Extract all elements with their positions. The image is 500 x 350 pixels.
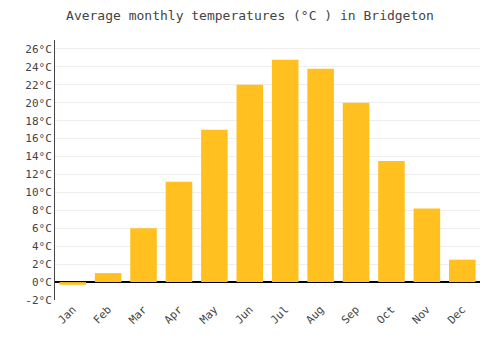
- svg-text:16°C: 16°C: [25, 132, 52, 145]
- svg-text:22°C: 22°C: [25, 79, 52, 92]
- svg-text:Nov: Nov: [410, 303, 434, 327]
- svg-text:26°C: 26°C: [25, 43, 52, 56]
- svg-text:2°C: 2°C: [32, 258, 52, 271]
- svg-text:10°C: 10°C: [25, 186, 52, 199]
- svg-text:Apr: Apr: [162, 303, 186, 327]
- svg-text:12°C: 12°C: [25, 168, 52, 181]
- svg-text:-2°C: -2°C: [25, 294, 52, 307]
- svg-text:6°C: 6°C: [32, 222, 52, 235]
- svg-text:Feb: Feb: [91, 303, 114, 326]
- svg-text:Jul: Jul: [268, 303, 291, 326]
- svg-text:Average monthly temperatures (: Average monthly temperatures (°C ) in Br…: [66, 8, 434, 23]
- svg-text:Jan: Jan: [55, 303, 78, 326]
- svg-text:18°C: 18°C: [25, 115, 52, 128]
- svg-text:Mar: Mar: [126, 303, 150, 327]
- svg-text:20°C: 20°C: [25, 97, 52, 110]
- svg-text:24°C: 24°C: [25, 61, 52, 74]
- svg-text:Jun: Jun: [233, 303, 256, 326]
- svg-text:May: May: [197, 303, 221, 327]
- svg-text:Oct: Oct: [374, 303, 397, 326]
- svg-text:8°C: 8°C: [32, 204, 52, 217]
- svg-text:14°C: 14°C: [25, 150, 52, 163]
- svg-text:Dec: Dec: [445, 303, 468, 326]
- svg-text:Aug: Aug: [303, 303, 326, 326]
- svg-text:0°C: 0°C: [32, 276, 52, 289]
- svg-text:4°C: 4°C: [32, 240, 52, 253]
- svg-text:Sep: Sep: [339, 303, 362, 326]
